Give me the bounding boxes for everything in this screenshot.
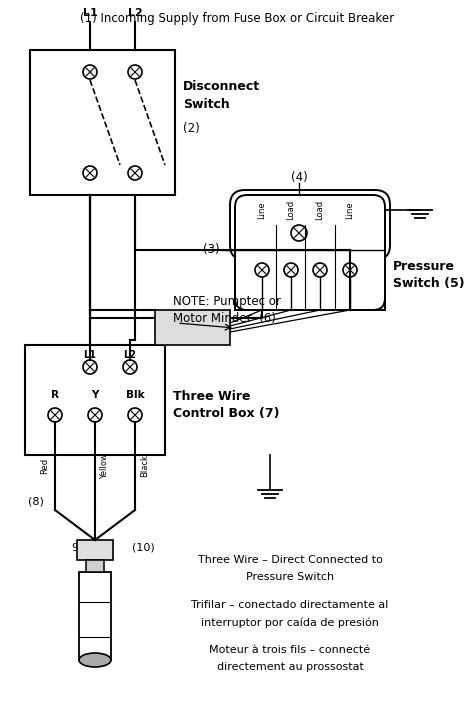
- Bar: [30, 50, 175, 195]
- FancyBboxPatch shape: [235, 195, 385, 310]
- Bar: [235, 220, 385, 310]
- Text: L1: L1: [83, 350, 97, 360]
- Text: Black: Black: [140, 455, 149, 477]
- Text: Switch: Switch: [183, 98, 230, 111]
- Text: Motor Minder  (6): Motor Minder (6): [173, 312, 276, 325]
- Text: Switch (5): Switch (5): [393, 277, 465, 290]
- Bar: [25, 345, 165, 455]
- FancyBboxPatch shape: [230, 190, 390, 260]
- Text: Red: Red: [40, 458, 49, 474]
- Text: (1) Incoming Supply from Fuse Box or Circuit Breaker: (1) Incoming Supply from Fuse Box or Cir…: [80, 12, 394, 25]
- Text: 9): 9): [71, 543, 83, 553]
- Text: Control Box (7): Control Box (7): [173, 407, 280, 420]
- Text: (10): (10): [132, 543, 155, 553]
- Text: (2): (2): [183, 122, 200, 135]
- Text: (3): (3): [203, 244, 220, 256]
- Text: Load: Load: [286, 200, 295, 220]
- Text: Y: Y: [91, 390, 99, 400]
- Text: R: R: [51, 390, 59, 400]
- Text: Load: Load: [316, 200, 325, 220]
- Text: L1: L1: [82, 8, 97, 18]
- Bar: [79, 572, 111, 660]
- Text: Three Wire: Three Wire: [173, 390, 250, 403]
- Bar: [77, 540, 113, 560]
- Text: L2: L2: [128, 8, 142, 18]
- Text: NOTE: Pumptec or: NOTE: Pumptec or: [173, 295, 281, 308]
- Text: Trifilar – conectado directamente al: Trifilar – conectado directamente al: [191, 600, 389, 610]
- Text: directement au prossostat: directement au prossostat: [217, 662, 364, 672]
- Text: L2: L2: [124, 350, 137, 360]
- Bar: [155, 310, 230, 345]
- Text: Line: Line: [346, 201, 355, 219]
- Text: Moteur à trois fils – connecté: Moteur à trois fils – connecté: [210, 645, 371, 655]
- Text: Blk: Blk: [126, 390, 144, 400]
- Text: (8): (8): [28, 497, 44, 507]
- Text: Line: Line: [257, 201, 266, 219]
- Text: (4): (4): [291, 171, 307, 183]
- Text: Three Wire – Direct Connected to: Three Wire – Direct Connected to: [198, 555, 383, 565]
- Ellipse shape: [79, 653, 111, 667]
- Text: interruptor por caída de presión: interruptor por caída de presión: [201, 617, 379, 628]
- Text: Pressure Switch: Pressure Switch: [246, 572, 334, 582]
- Text: Disconnect: Disconnect: [183, 80, 260, 93]
- Text: Pressure: Pressure: [393, 260, 455, 273]
- Text: Yellow: Yellow: [100, 453, 109, 479]
- Bar: [86, 560, 104, 572]
